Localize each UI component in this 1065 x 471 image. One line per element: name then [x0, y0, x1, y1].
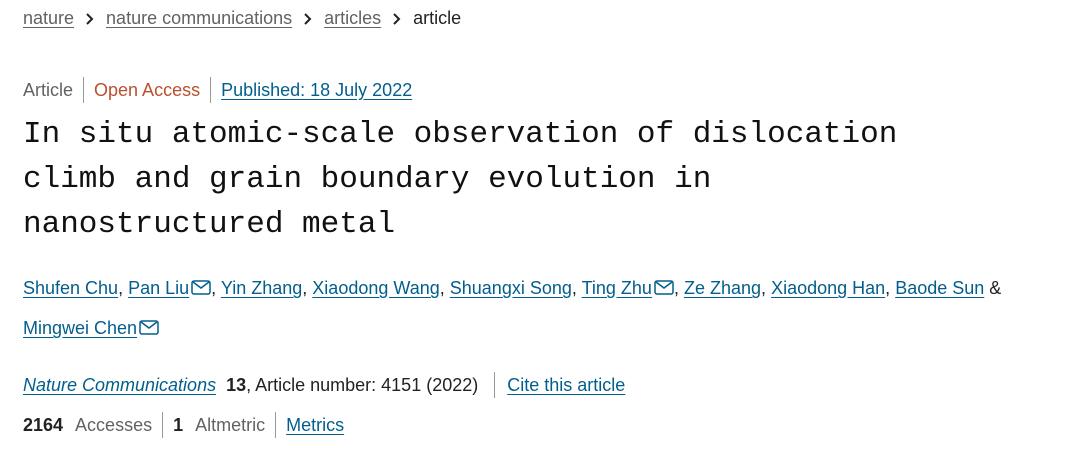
author-link[interactable]: Yin Zhang: [220, 278, 303, 298]
author-link[interactable]: Baode Sun: [895, 278, 985, 298]
altmetric-count: 1: [173, 414, 184, 435]
author: Yin Zhang,: [221, 278, 307, 298]
author-separator: ,: [673, 278, 679, 298]
author-list: Shufen Chu, Pan Liu, Yin Zhang, Xiaodong…: [23, 268, 1013, 348]
author: Pan Liu,: [128, 278, 216, 298]
author-link[interactable]: Xiaodong Han: [771, 278, 886, 298]
chevron: [393, 12, 401, 25]
separator: [83, 77, 85, 103]
author-link[interactable]: Ting Zhu: [581, 278, 652, 298]
separator: [494, 372, 496, 398]
metrics-bar: 2164 Accesses 1 Altmetric Metrics: [23, 412, 344, 438]
author-link[interactable]: Xiaodong Wang: [312, 278, 440, 298]
breadcrumb-link[interactable]: nature: [23, 8, 75, 28]
author-separator: ,: [118, 278, 124, 298]
metrics-link[interactable]: Metrics: [286, 414, 345, 435]
separator: [210, 77, 212, 103]
breadcrumb: nature nature communications articles ar…: [23, 8, 461, 29]
altmetric-label: Altmetric: [195, 414, 266, 435]
accesses-label: Accesses: [75, 414, 153, 435]
author-link[interactable]: Shuangxi Song: [449, 278, 572, 298]
email-icon[interactable]: [654, 280, 674, 295]
author: Shuangxi Song,: [450, 278, 577, 298]
author: Ting Zhu,: [582, 278, 679, 298]
journal-link[interactable]: Nature Communications: [23, 374, 217, 395]
author-link[interactable]: Mingwei Chen: [23, 318, 138, 338]
author-link[interactable]: Shufen Chu: [23, 278, 119, 298]
author-link[interactable]: Ze Zhang: [683, 278, 762, 298]
author-separator: ,: [211, 278, 217, 298]
author-separator: ,: [885, 278, 891, 298]
author-separator: &: [989, 278, 1002, 298]
author-separator: ,: [439, 278, 445, 298]
author: Xiaodong Han,: [771, 278, 890, 298]
article-type: Article: [23, 79, 74, 100]
author: Ze Zhang,: [684, 278, 766, 298]
article-number: , Article number: 4151 (2022): [246, 374, 479, 395]
author: Shufen Chu,: [23, 278, 123, 298]
breadcrumb-current: article: [413, 8, 462, 28]
email-icon[interactable]: [191, 280, 211, 295]
volume: 13: [226, 374, 247, 395]
article-meta: Article Open Access Published: 18 July 2…: [23, 77, 412, 103]
separator: [275, 412, 277, 438]
author-link[interactable]: Pan Liu: [128, 278, 190, 298]
accesses-count: 2164: [23, 414, 64, 435]
author-separator: ,: [761, 278, 767, 298]
separator: [162, 412, 164, 438]
open-access: Open Access: [94, 79, 201, 100]
author: Baode Sun &: [895, 278, 1006, 298]
breadcrumb-link[interactable]: nature communications: [106, 8, 293, 28]
published-date[interactable]: Published: 18 July 2022: [221, 79, 413, 100]
cite-link[interactable]: Cite this article: [507, 374, 626, 395]
article-title: In situ atomic-scale observation of disl…: [23, 117, 898, 242]
chevron: [304, 12, 312, 25]
author-separator: ,: [571, 278, 577, 298]
email-icon[interactable]: [139, 320, 159, 335]
author-separator: ,: [302, 278, 308, 298]
author: Xiaodong Wang,: [312, 278, 444, 298]
breadcrumb-link[interactable]: articles: [324, 8, 382, 28]
author: Mingwei Chen: [23, 318, 159, 338]
chevron: [86, 12, 94, 25]
citation: Nature Communications 13 , Article numbe…: [23, 372, 625, 398]
